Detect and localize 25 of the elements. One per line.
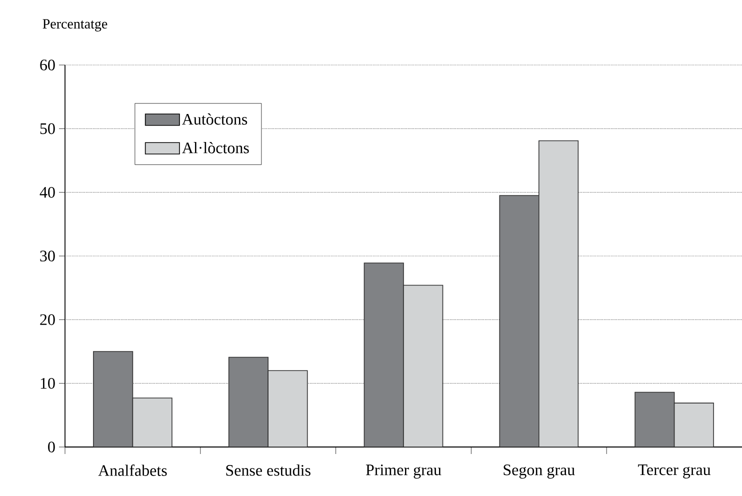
x-tick-label: Sense estudis: [226, 464, 310, 476]
x-tick-label: Analfabets: [98, 464, 167, 476]
bar: [674, 402, 714, 447]
y-tick-label: 40: [40, 186, 55, 198]
bar: [93, 351, 134, 447]
bar: [228, 356, 269, 447]
y-tick-label: 50: [40, 123, 55, 134]
y-tick-label: 60: [40, 60, 55, 70]
x-tick-label: Segon grau: [504, 464, 575, 479]
bar: [403, 284, 444, 447]
y-tick-label: 10: [40, 378, 55, 389]
legend-label: Al·lòctons: [182, 142, 249, 154]
bar: [538, 140, 579, 447]
legend-label: Autòctons: [182, 113, 248, 125]
bar: [132, 398, 172, 447]
x-tick-label: Tercer grau: [638, 464, 711, 478]
bar: [634, 392, 675, 447]
x-tick-label: Primer grau: [366, 464, 442, 479]
bar: [268, 370, 308, 447]
y-tick-label: 0: [48, 442, 55, 452]
bar: [364, 262, 404, 447]
y-tick-label: 20: [40, 314, 55, 326]
bar: [499, 195, 540, 447]
y-axis-title: Percentatge: [42, 19, 108, 32]
y-tick-label: 30: [40, 250, 55, 262]
